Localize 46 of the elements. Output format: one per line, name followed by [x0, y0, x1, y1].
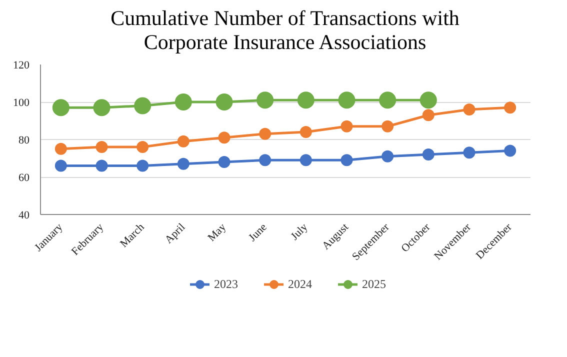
point — [338, 92, 356, 109]
x-tick-label: May — [206, 221, 229, 244]
point — [463, 104, 476, 116]
point — [259, 154, 272, 166]
point — [420, 92, 437, 109]
point — [340, 120, 353, 133]
point — [463, 146, 476, 159]
point — [382, 120, 394, 133]
point — [218, 156, 230, 168]
point — [54, 143, 67, 156]
point — [216, 94, 233, 111]
point — [379, 92, 396, 109]
point — [136, 141, 149, 154]
point — [340, 154, 353, 166]
point — [504, 102, 516, 114]
point — [134, 98, 152, 115]
point — [52, 99, 70, 116]
point — [422, 109, 434, 122]
point — [382, 150, 394, 163]
legend-label: 2023 — [214, 276, 238, 292]
y-tick-label: 80 — [18, 134, 30, 147]
legend-label: 2025 — [362, 276, 386, 292]
point — [259, 128, 272, 140]
point — [300, 126, 312, 138]
point — [136, 160, 149, 172]
y-tick-label: 40 — [18, 210, 30, 222]
point — [54, 160, 67, 172]
y-tick-label: 120 — [13, 60, 30, 72]
point — [177, 158, 190, 170]
point — [93, 99, 110, 116]
point — [422, 148, 434, 161]
point — [174, 94, 192, 111]
point — [297, 92, 314, 109]
point — [218, 132, 230, 144]
x-tick-label: July — [288, 221, 311, 243]
point — [300, 154, 312, 166]
point — [504, 145, 516, 158]
chart-title: Cumulative Number of Transactions with Corporate Insurance Associations — [110, 6, 460, 54]
y-tick-label: 60 — [18, 172, 30, 184]
point — [256, 92, 274, 109]
legend-label: 2024 — [288, 276, 312, 292]
x-tick-label: June — [246, 221, 270, 244]
point — [96, 160, 108, 172]
y-tick-label: 100 — [13, 97, 30, 110]
point — [177, 136, 190, 148]
point — [96, 141, 108, 154]
